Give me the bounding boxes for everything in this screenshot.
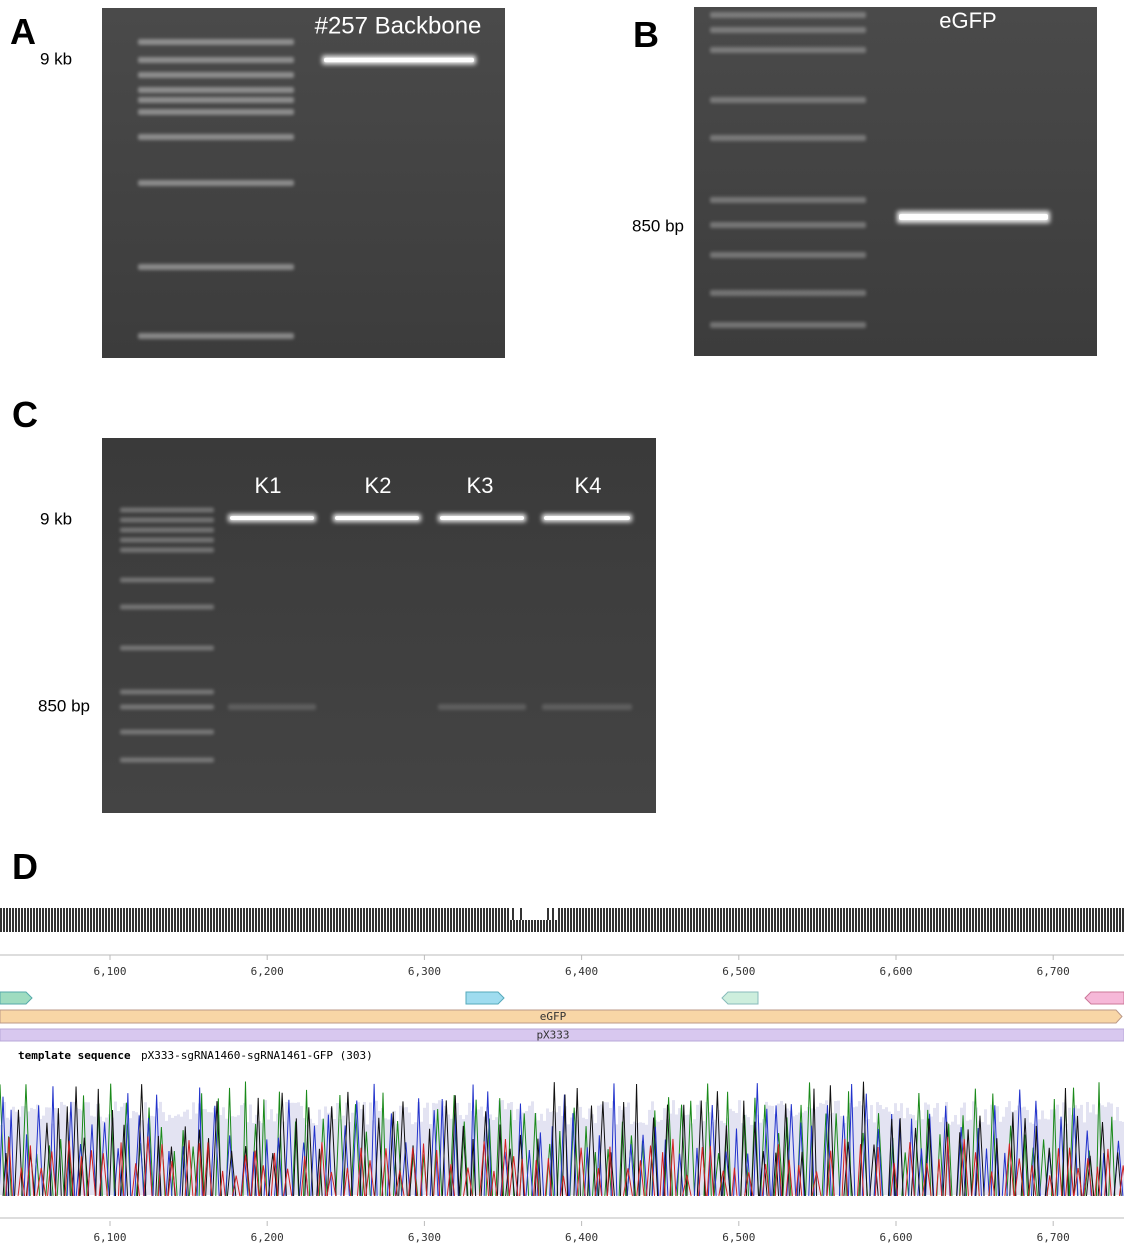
- quality-bar: [870, 1105, 873, 1195]
- alignment-tick: [547, 908, 549, 920]
- feature-arrow: [1085, 992, 1124, 1004]
- panel-label: A: [10, 11, 36, 52]
- gel-band: [120, 578, 214, 583]
- marker-label: 9 kb: [40, 509, 72, 528]
- feature-arrow: [722, 992, 758, 1004]
- ruler-label: 6,700: [1037, 965, 1070, 978]
- gel-band: [710, 322, 866, 328]
- lane-label: #257 Backbone: [315, 12, 482, 39]
- quality-bar: [855, 1107, 858, 1195]
- ruler-label: 6,300: [408, 965, 441, 978]
- gel-band: [710, 27, 866, 33]
- gel-band: [120, 605, 214, 610]
- marker-label: 9 kb: [40, 49, 72, 68]
- feature-arrow: [466, 992, 504, 1004]
- ruler-label: 6,600: [879, 965, 912, 978]
- gel-band: [138, 264, 294, 270]
- gel-band: [138, 87, 294, 93]
- gel-band: [138, 97, 294, 103]
- alignment-tick: [552, 908, 554, 920]
- gel-band: [710, 252, 866, 258]
- alignment-strip: [0, 908, 1124, 932]
- gel-band: [710, 197, 866, 203]
- figure: A 9 kb #257 Backbone B eGFP 850 bp C K1 …: [0, 0, 1124, 1245]
- gel-band: [120, 758, 214, 763]
- ruler-label: 6,600: [879, 1231, 912, 1244]
- quality-bar: [819, 1103, 822, 1195]
- gel-band: [138, 180, 294, 186]
- gel-band: [120, 705, 214, 710]
- gel-b: [694, 7, 1097, 356]
- quality-bar: [885, 1107, 888, 1195]
- gel-band: [710, 222, 866, 228]
- gel-band-core: [544, 516, 630, 520]
- marker-label: 850 bp: [38, 696, 90, 715]
- gel-band: [138, 72, 294, 78]
- ruler-label: 6,200: [251, 1231, 284, 1244]
- gel-band: [710, 135, 866, 141]
- quality-bar: [177, 1114, 180, 1195]
- gels: [102, 7, 1097, 813]
- gel-band: [120, 508, 214, 513]
- gel-band: [120, 518, 214, 523]
- feature-label: eGFP: [540, 1010, 567, 1023]
- gel-band: [138, 333, 294, 339]
- gel-band-core: [899, 214, 1048, 220]
- gel-band: [120, 730, 214, 735]
- lane-label: K1: [255, 473, 282, 498]
- ruler-label: 6,300: [408, 1231, 441, 1244]
- gel-band: [120, 538, 214, 543]
- gel-band: [542, 704, 632, 710]
- ruler-label: 6,700: [1037, 1231, 1070, 1244]
- gel-band: [710, 290, 866, 296]
- panel-label: B: [633, 14, 659, 55]
- marker-label: 850 bp: [632, 216, 684, 235]
- gel-band: [710, 97, 866, 103]
- track-name: pX333-sgRNA1460-sgRNA1461-GFP (303): [141, 1049, 373, 1062]
- panel-label: C: [12, 394, 38, 435]
- ruler-label: 6,100: [93, 965, 126, 978]
- alignment-tick: [512, 908, 514, 920]
- lane-label: K4: [575, 473, 602, 498]
- ruler-label: 6,500: [722, 1231, 755, 1244]
- gel-band: [120, 646, 214, 651]
- gel-band-core: [335, 516, 419, 520]
- quality-bar: [954, 1115, 957, 1195]
- ruler-label: 6,400: [565, 1231, 598, 1244]
- sequence-view: eGFP pX333 template sequence pX333-sgRNA…: [0, 908, 1124, 1244]
- lane-label: eGFP: [939, 8, 996, 33]
- feature-arrow: [0, 992, 32, 1004]
- gel-band: [710, 12, 866, 18]
- gel-band: [138, 134, 294, 140]
- ruler-label: 6,100: [93, 1231, 126, 1244]
- gel-band-core: [230, 516, 314, 520]
- panel-label: D: [12, 846, 38, 887]
- gel-band: [138, 57, 294, 63]
- ruler-label: 6,400: [565, 965, 598, 978]
- track-title: template sequence: [18, 1049, 131, 1062]
- gel-band: [120, 528, 214, 533]
- lane-label: K2: [365, 473, 392, 498]
- gel-band: [138, 109, 294, 115]
- alignment-gap: [510, 908, 558, 920]
- gel-band: [120, 690, 214, 695]
- gel-band: [120, 548, 214, 553]
- lane-label: K3: [467, 473, 494, 498]
- gel-band: [710, 47, 866, 53]
- gel-band: [138, 39, 294, 45]
- feature-label: pX333: [536, 1029, 569, 1042]
- ruler-label: 6,500: [722, 965, 755, 978]
- gel-band: [438, 704, 526, 710]
- gel-band: [228, 704, 316, 710]
- alignment-tick: [520, 908, 522, 920]
- ruler-label: 6,200: [251, 965, 284, 978]
- gel-band-core: [440, 516, 524, 520]
- gel-band-core: [324, 58, 474, 63]
